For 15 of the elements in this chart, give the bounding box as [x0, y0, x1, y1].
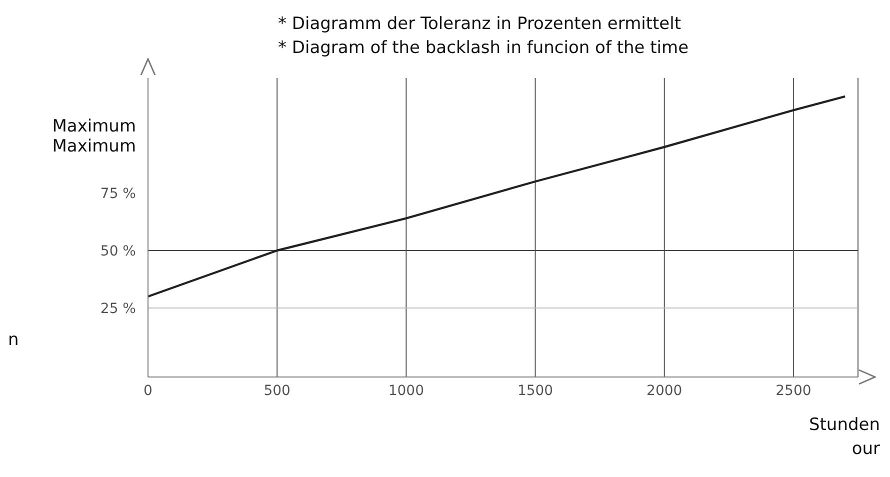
x-tick-label: 1000 [388, 382, 424, 399]
line-series [148, 95, 846, 298]
chart-subtitle: * Diagram of the backlash in funcion of the time [278, 37, 689, 60]
text: n [8, 330, 19, 350]
y-tick-label: Maximum Maximum [52, 116, 136, 156]
y-tick-label: 75 % [100, 186, 136, 202]
x-tick-label: 1500 [517, 382, 554, 399]
y-tick-label: 25 % [100, 301, 136, 317]
y-tick-label: 50 % [100, 244, 136, 260]
x-tick-label: 500 [264, 382, 290, 399]
x-tick-label: 0 [144, 382, 152, 399]
chart-title: * Diagramm der Toleranz in Prozenten ermittelt [278, 13, 682, 36]
x-axis-title: Stunden our [808, 414, 880, 461]
x-tick-label: 2500 [776, 382, 812, 399]
x-tick-label: 2000 [646, 382, 682, 399]
